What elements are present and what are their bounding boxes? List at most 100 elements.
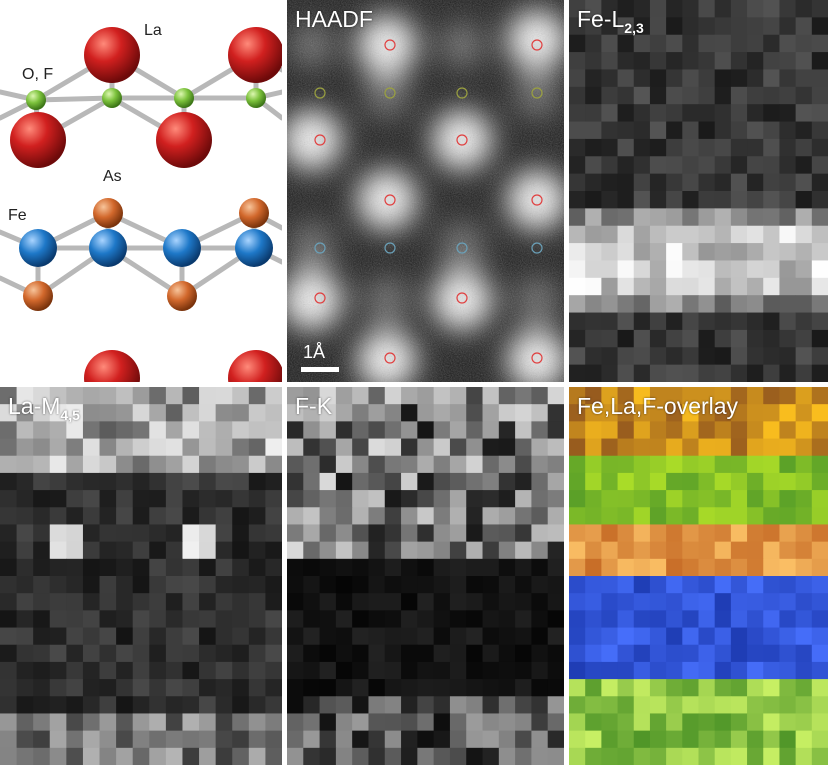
f-map-pixel <box>401 713 418 732</box>
fe-map-pixel <box>617 277 635 296</box>
overlay-map-pixel <box>585 696 602 714</box>
fe-map-pixel <box>795 17 813 36</box>
la-map-pixel <box>49 472 67 491</box>
fe-map-pixel <box>714 34 732 53</box>
f-map-pixel <box>547 679 564 697</box>
la-map-pixel <box>199 524 217 543</box>
overlay-map-pixel <box>617 627 635 646</box>
f-map-pixel <box>384 472 402 491</box>
f-map-pixel <box>319 558 337 577</box>
overlay-map-pixel <box>714 644 732 663</box>
overlay-map-pixel <box>633 524 651 543</box>
overlay-map-pixel <box>666 541 683 560</box>
la-map-pixel <box>149 661 167 680</box>
f-map-pixel <box>482 472 500 491</box>
overlay-map-pixel <box>617 421 635 440</box>
fe-map-pixel <box>730 17 748 36</box>
la-map-pixel <box>182 404 200 422</box>
overlay-map-pixel <box>730 490 748 508</box>
overlay-map-pixel <box>617 661 635 680</box>
fe-map-pixel <box>682 104 699 123</box>
la-map-pixel <box>149 490 167 508</box>
overlay-map-pixel <box>682 455 699 474</box>
fe-map-pixel <box>633 0 651 18</box>
fe-map-pixel <box>747 191 764 209</box>
fe-map-pixel <box>795 364 813 382</box>
overlay-map-pixel <box>730 747 748 765</box>
la-map-pixel <box>232 558 250 577</box>
overlay-map-pixel <box>747 661 764 680</box>
la-map-pixel <box>182 696 200 714</box>
fe-map-pixel <box>649 243 667 261</box>
fe-map-pixel <box>569 191 586 209</box>
fe-map-pixel <box>682 86 699 105</box>
overlay-map-pixel <box>811 610 828 629</box>
fe-map-pixel <box>714 52 732 70</box>
la-map-pixel <box>99 455 117 474</box>
la-map-pixel <box>0 507 18 525</box>
la-map-pixel <box>265 387 282 405</box>
la-map-pixel <box>248 438 266 457</box>
fe-map-pixel <box>666 121 683 140</box>
overlay-map-pixel <box>747 541 764 560</box>
fe-map-pixel <box>714 329 732 348</box>
overlay-map-pixel <box>649 593 667 611</box>
overlay-map-pixel <box>779 541 797 560</box>
la-map-pixel <box>116 627 134 646</box>
f-map-pixel <box>352 421 369 440</box>
fe-map-pixel <box>666 138 683 157</box>
la-map-pixel <box>16 696 34 714</box>
fe-map-pixel <box>779 260 797 279</box>
f-map-pixel <box>319 472 337 491</box>
la-map-pixel <box>232 593 250 611</box>
la-map-pixel <box>215 472 233 491</box>
la-map-pixel <box>0 661 18 680</box>
la-map-pixel <box>116 404 134 422</box>
f-map-pixel <box>531 421 549 440</box>
fe-map-pixel <box>730 260 748 279</box>
f-map-pixel <box>417 404 435 422</box>
overlay-map-pixel <box>698 661 716 680</box>
f-map-pixel <box>498 507 516 525</box>
fe-map-pixel <box>730 86 748 105</box>
la-map-pixel <box>199 490 217 508</box>
f-map-pixel <box>433 679 451 697</box>
fe-map-pixel <box>666 34 683 53</box>
f-map-pixel <box>335 387 353 405</box>
overlay-map-pixel <box>633 507 651 525</box>
fe-map-pixel <box>585 104 602 123</box>
la-map-pixel <box>248 472 266 491</box>
fe-map-pixel <box>763 243 780 261</box>
f-map-pixel <box>335 558 353 577</box>
la-map-pixel <box>116 679 134 697</box>
overlay-map-pixel <box>730 730 748 749</box>
overlay-map-pixel <box>779 747 797 765</box>
overlay-map-pixel <box>714 627 732 646</box>
fe-map-pixel <box>666 0 683 18</box>
f-map-pixel <box>303 730 321 749</box>
f-map-pixel <box>352 747 369 765</box>
overlay-map-pixel <box>795 713 813 732</box>
fe-map-pixel <box>649 121 667 140</box>
la-map-pixel <box>116 610 134 629</box>
oxygen-position-marker <box>531 87 543 99</box>
overlay-map-pixel <box>779 558 797 577</box>
overlay-map-pixel <box>666 679 683 697</box>
fe-map-pixel <box>666 52 683 70</box>
la-map-pixel <box>82 610 101 629</box>
f-map-pixel <box>498 576 516 594</box>
la-map-pixel <box>49 696 67 714</box>
overlay-map-pixel <box>747 627 764 646</box>
f-map-pixel <box>384 404 402 422</box>
overlay-map-pixel <box>633 661 651 680</box>
la-map-pixel <box>182 490 200 508</box>
la-map-pixel <box>49 404 67 422</box>
overlay-map-pixel <box>633 730 651 749</box>
la-map-pixel <box>16 524 34 543</box>
f-map-pixel <box>335 679 353 697</box>
f-map-pixel <box>401 490 418 508</box>
la-map-pixel <box>265 661 282 680</box>
la-map-pixel <box>116 644 134 663</box>
fe-map-pixel <box>633 312 651 331</box>
fe-map-pixel <box>698 121 716 140</box>
